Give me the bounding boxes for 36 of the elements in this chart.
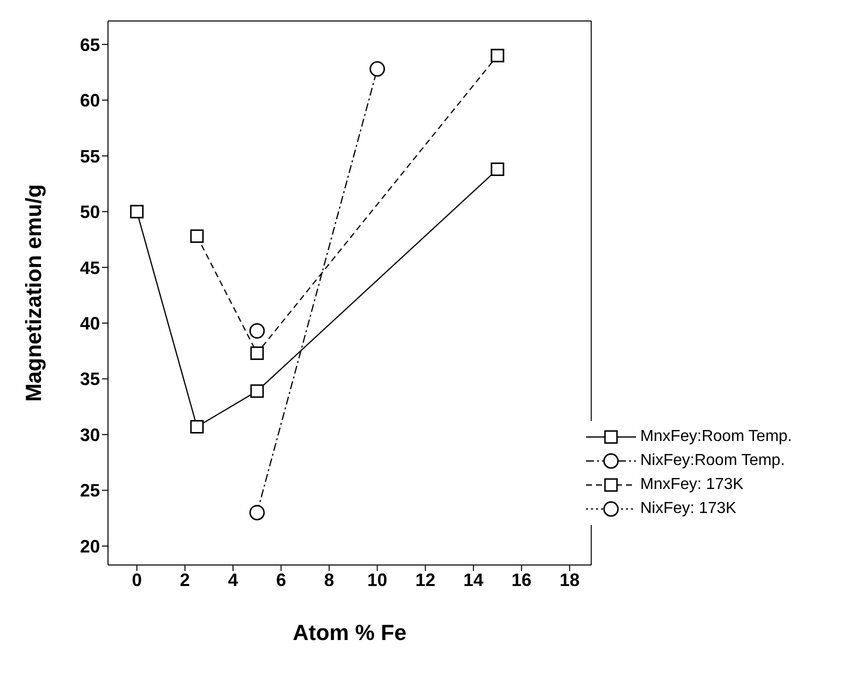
legend-label: NixFey: 173K [640, 500, 736, 518]
x-tick-label: 2 [180, 570, 190, 590]
x-tick-label: 12 [415, 570, 436, 590]
y-tick-label: 50 [80, 202, 100, 222]
x-tick-label: 14 [463, 570, 484, 590]
point [130, 204, 144, 218]
point [370, 61, 386, 77]
point [190, 420, 204, 434]
y-tick-label: 45 [80, 258, 100, 278]
y-tick-label: 30 [80, 424, 100, 445]
point [249, 323, 265, 339]
point [250, 384, 264, 398]
x-tick-label: 18 [560, 570, 580, 590]
y-tick-label: 55 [80, 146, 100, 166]
y-tick-label: 60 [80, 90, 100, 111]
x-tick-label: 8 [324, 570, 334, 590]
x-tick-label: 0 [132, 570, 142, 590]
point [249, 504, 265, 520]
legend-label: MnxFey:Room Temp. [640, 428, 792, 446]
point [190, 229, 204, 243]
legend-label: MnxFey: 173K [640, 476, 744, 494]
y-tick-label: 35 [80, 369, 100, 390]
x-tick-label: 10 [367, 570, 388, 590]
point [250, 346, 264, 360]
y-tick-label: 40 [80, 313, 100, 334]
x-axis-title: Atom % Fe [292, 620, 406, 645]
y-tick-label: 65 [80, 34, 100, 55]
point [490, 48, 504, 62]
point [490, 162, 504, 176]
y-tick-label: 20 [80, 536, 100, 556]
x-tick-label: 16 [512, 570, 532, 590]
x-tick-label: 4 [228, 570, 238, 590]
y-tick-label: 25 [80, 480, 100, 501]
y-axis-title: Magnetization emu/g [20, 184, 46, 402]
legend-label: NixFey:Room Temp. [640, 452, 785, 470]
x-tick-label: 6 [276, 570, 286, 590]
